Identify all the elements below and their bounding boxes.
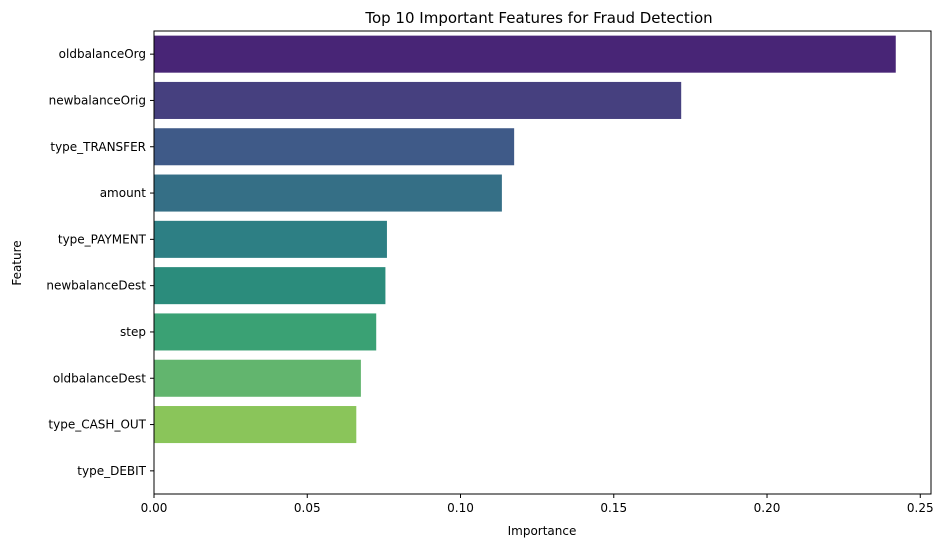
x-tick-label: 0.00 [141,501,168,515]
x-axis-ticks: 0.00 0.05 0.10 0.15 0.20 0.25 [141,494,934,515]
y-tick-label: type_PAYMENT [58,232,147,246]
y-tick-label: newbalanceOrig [49,93,146,107]
x-tick-label: 0.20 [754,501,781,515]
chart-title: Top 10 Important Features for Fraud Dete… [364,9,712,27]
bar-oldbalanceOrg [154,35,896,73]
bar-type_CASH_OUT [154,406,357,444]
y-axis-ticks: oldbalanceOrg newbalanceOrig type_TRANSFER… [46,47,154,478]
x-axis-label: Importance [508,524,577,538]
bar-oldbalanceDest [154,359,361,397]
x-tick-label: 0.05 [294,501,321,515]
bar-step [154,313,377,351]
y-tick-label: amount [100,186,147,200]
x-tick-label: 0.10 [447,501,474,515]
bar-type_TRANSFER [154,128,515,166]
y-tick-label: type_DEBIT [77,464,146,478]
y-tick-label: oldbalanceOrg [59,47,146,61]
y-tick-label: type_TRANSFER [50,140,146,154]
plot-frame [153,30,932,495]
y-tick-label: newbalanceDest [46,279,146,293]
bar-newbalanceOrig [154,81,682,119]
y-tick-label: step [120,325,146,339]
bar-amount [154,174,502,212]
x-tick-label: 0.25 [907,501,934,515]
bar-type_PAYMENT [154,220,387,258]
x-tick-label: 0.15 [600,501,627,515]
bar-newbalanceDest [154,267,386,305]
bars-group [154,35,896,444]
y-tick-label: oldbalanceDest [53,371,146,385]
y-axis-label: Feature [10,240,24,285]
y-tick-label: type_CASH_OUT [48,418,146,432]
